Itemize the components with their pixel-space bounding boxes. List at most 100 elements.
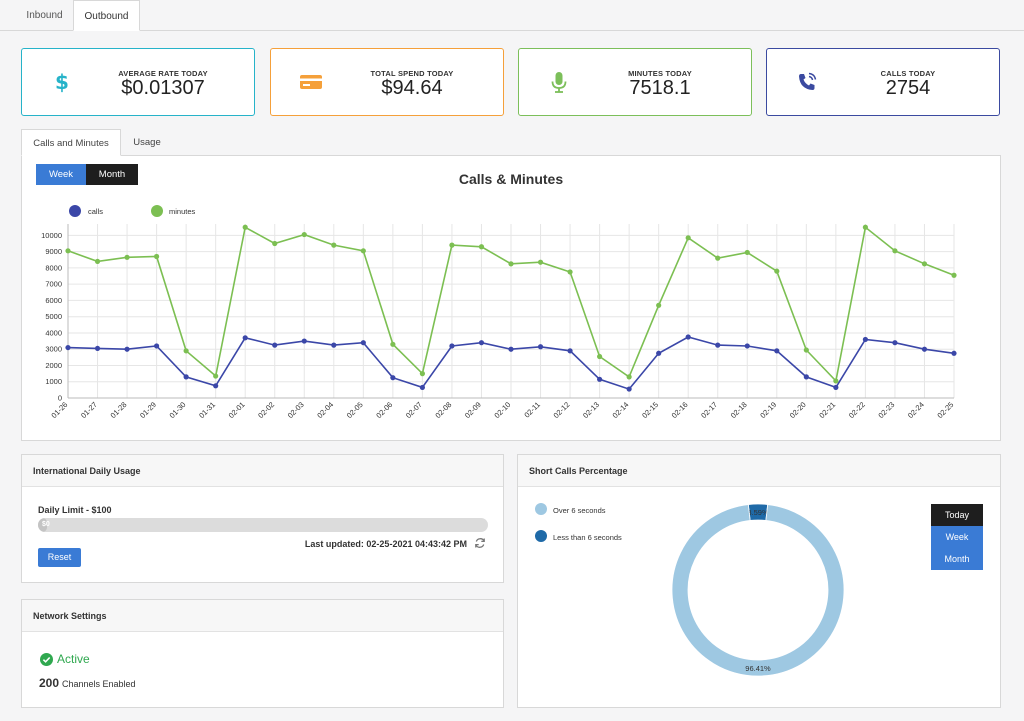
point-minutes [419, 371, 425, 377]
minutes-today-label: MINUTES TODAY [628, 69, 692, 78]
point-minutes [154, 253, 160, 260]
x-tick-label: 02-15 [640, 400, 660, 420]
x-tick-label: 02-14 [611, 400, 631, 420]
short-calls-panel: Short Calls Percentage Over 6 seconds Le… [517, 454, 1001, 708]
short-calls-donut-chart: 3.59% 96.41% [671, 503, 845, 677]
total-spend-value: $94.64 [381, 77, 443, 99]
average-rate-card: $ AVERAGE RATE TODAY $0.01307 [21, 48, 255, 116]
point-calls [390, 375, 396, 381]
period-today-button[interactable]: Today [931, 504, 983, 526]
week-toggle-button[interactable]: Week [36, 164, 86, 185]
point-calls [921, 346, 928, 352]
calls-today-label: CALLS TODAY [880, 69, 936, 78]
point-calls [478, 340, 485, 346]
tab-inbound[interactable]: Inbound [26, 10, 63, 21]
x-tick-label: 01-29 [138, 400, 158, 420]
point-minutes [272, 240, 278, 247]
x-tick-label: 02-10 [492, 400, 512, 420]
point-calls [715, 342, 721, 348]
point-minutes [744, 249, 750, 256]
x-tick-label: 02-18 [729, 400, 749, 420]
legend-over-6-marker [535, 503, 547, 515]
legend-minutes-marker [151, 205, 163, 217]
month-toggle-button[interactable]: Month [86, 164, 138, 185]
check-circle-icon [40, 653, 53, 666]
point-minutes [183, 348, 189, 354]
point-minutes [301, 231, 307, 238]
point-calls [597, 376, 603, 382]
x-tick-label: 02-03 [286, 400, 306, 420]
microphone-icon [551, 72, 567, 93]
point-minutes [449, 242, 455, 248]
point-minutes [567, 269, 573, 275]
tab-calls-and-minutes[interactable]: Calls and Minutes [21, 129, 121, 156]
point-minutes [715, 255, 721, 261]
x-tick-label: 02-04 [315, 400, 335, 420]
point-calls [567, 348, 573, 354]
point-minutes [390, 341, 396, 347]
point-calls [862, 336, 869, 343]
y-tick-label: 4000 [45, 328, 62, 337]
point-calls [537, 344, 544, 350]
x-tick-label: 02-11 [522, 400, 542, 420]
point-calls [65, 344, 71, 351]
point-calls [154, 343, 160, 349]
x-tick-label: 02-25 [935, 400, 955, 420]
x-tick-label: 02-08 [433, 400, 453, 420]
period-week-button[interactable]: Week [931, 526, 983, 548]
x-tick-label: 02-05 [345, 400, 365, 420]
y-tick-label: 0 [58, 394, 62, 403]
x-tick-label: 01-26 [49, 400, 69, 420]
point-minutes [774, 268, 780, 274]
point-minutes [508, 261, 514, 267]
point-minutes [685, 235, 691, 241]
x-tick-label: 02-09 [463, 400, 483, 420]
point-calls [360, 340, 366, 346]
x-tick-label: 02-22 [847, 400, 867, 420]
network-settings-panel: Network Settings Active 200 Channels Ena… [21, 599, 504, 708]
point-minutes [65, 248, 71, 254]
calls-minutes-panel: Week Month Calls & Minutes calls minutes… [21, 155, 1001, 441]
y-tick-label: 6000 [45, 296, 62, 305]
point-minutes [478, 244, 485, 250]
slice-over-6-seconds [671, 504, 845, 677]
minutes-today-card: MINUTES TODAY 7518.1 [518, 48, 752, 116]
x-tick-label: 01-28 [109, 400, 129, 420]
x-tick-label: 02-01 [227, 400, 247, 420]
y-tick-label: 5000 [45, 312, 62, 321]
x-tick-label: 01-27 [79, 400, 99, 420]
legend-over-6-label: Over 6 seconds [553, 506, 606, 515]
daily-usage-progress: $0 [38, 518, 488, 532]
point-minutes [656, 302, 662, 308]
reset-button[interactable]: Reset [38, 548, 81, 567]
y-tick-label: 7000 [45, 280, 62, 289]
point-calls [774, 348, 780, 354]
point-minutes [360, 248, 366, 254]
international-usage-title: International Daily Usage [22, 455, 503, 487]
tab-outbound[interactable]: Outbound [73, 0, 140, 31]
channels-count: 200 [39, 676, 60, 690]
x-tick-label: 02-21 [817, 400, 837, 420]
point-calls [242, 335, 248, 341]
point-calls [301, 338, 307, 344]
period-month-button[interactable]: Month [931, 548, 983, 570]
point-minutes [94, 258, 101, 265]
credit-card-icon [300, 75, 322, 89]
point-calls [508, 346, 514, 352]
point-calls [803, 374, 809, 380]
point-minutes [213, 373, 219, 379]
x-tick-label: 02-13 [581, 400, 601, 420]
y-tick-label: 3000 [45, 345, 62, 354]
point-minutes [862, 224, 869, 230]
international-usage-panel: International Daily Usage Daily Limit - … [21, 454, 504, 583]
refresh-icon[interactable] [474, 537, 486, 549]
point-calls [449, 343, 455, 349]
channels-label: Channels Enabled [62, 679, 136, 689]
dollar-icon: $ [55, 70, 69, 94]
point-minutes [331, 242, 337, 248]
tab-usage[interactable]: Usage [133, 137, 161, 148]
x-tick-label: 01-31 [197, 400, 217, 420]
y-tick-label: 9000 [45, 247, 62, 256]
average-rate-value: $0.01307 [121, 77, 205, 99]
point-calls [833, 384, 839, 391]
